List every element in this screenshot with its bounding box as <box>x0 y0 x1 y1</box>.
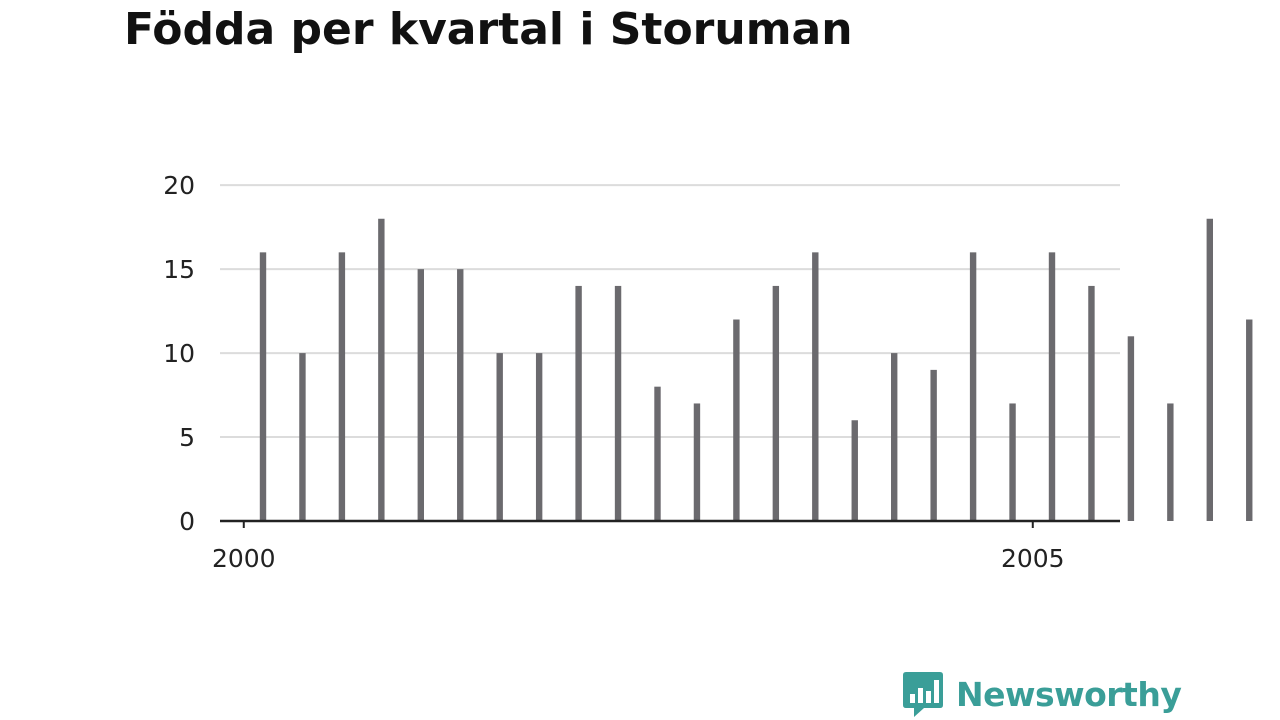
bar <box>378 218 385 521</box>
bar <box>969 252 977 521</box>
bar <box>259 252 267 521</box>
bar <box>693 403 701 521</box>
bar <box>496 353 503 521</box>
bar <box>772 285 780 521</box>
bar <box>614 285 622 521</box>
axes <box>220 519 1120 528</box>
gridlines <box>220 184 1120 439</box>
y-tick-label: 20 <box>163 171 195 200</box>
brand-logo: Newsworthy <box>902 670 1182 718</box>
x-tick-label: 2000 <box>212 544 276 573</box>
bar <box>1048 252 1056 521</box>
bar <box>654 386 661 521</box>
bar <box>891 353 898 521</box>
bar <box>812 252 819 521</box>
bar <box>1088 285 1095 521</box>
bar <box>417 269 424 521</box>
bar <box>930 369 937 521</box>
brand-name: Newsworthy <box>956 674 1182 714</box>
y-tick-label: 5 <box>179 423 195 452</box>
bar <box>1127 336 1135 521</box>
bar <box>1246 319 1253 521</box>
bar <box>299 353 306 521</box>
bar <box>733 319 740 521</box>
bar <box>535 353 543 521</box>
bars <box>259 218 1253 521</box>
newsworthy-logo-icon <box>903 672 943 717</box>
bar <box>1167 403 1174 521</box>
y-tick-label: 15 <box>163 255 195 284</box>
chart-title: Födda per kvartal i Storuman <box>124 4 853 55</box>
y-tick-label: 10 <box>163 339 195 368</box>
bar <box>1206 218 1213 521</box>
bar <box>457 269 464 521</box>
bar <box>575 285 582 521</box>
labels: 0510152020002005201020152020202517 <box>163 171 1065 573</box>
bar <box>1009 403 1016 521</box>
x-tick-label: 2005 <box>1001 544 1065 573</box>
bar <box>338 252 346 521</box>
y-tick-label: 0 <box>179 507 195 536</box>
bar <box>851 420 858 521</box>
